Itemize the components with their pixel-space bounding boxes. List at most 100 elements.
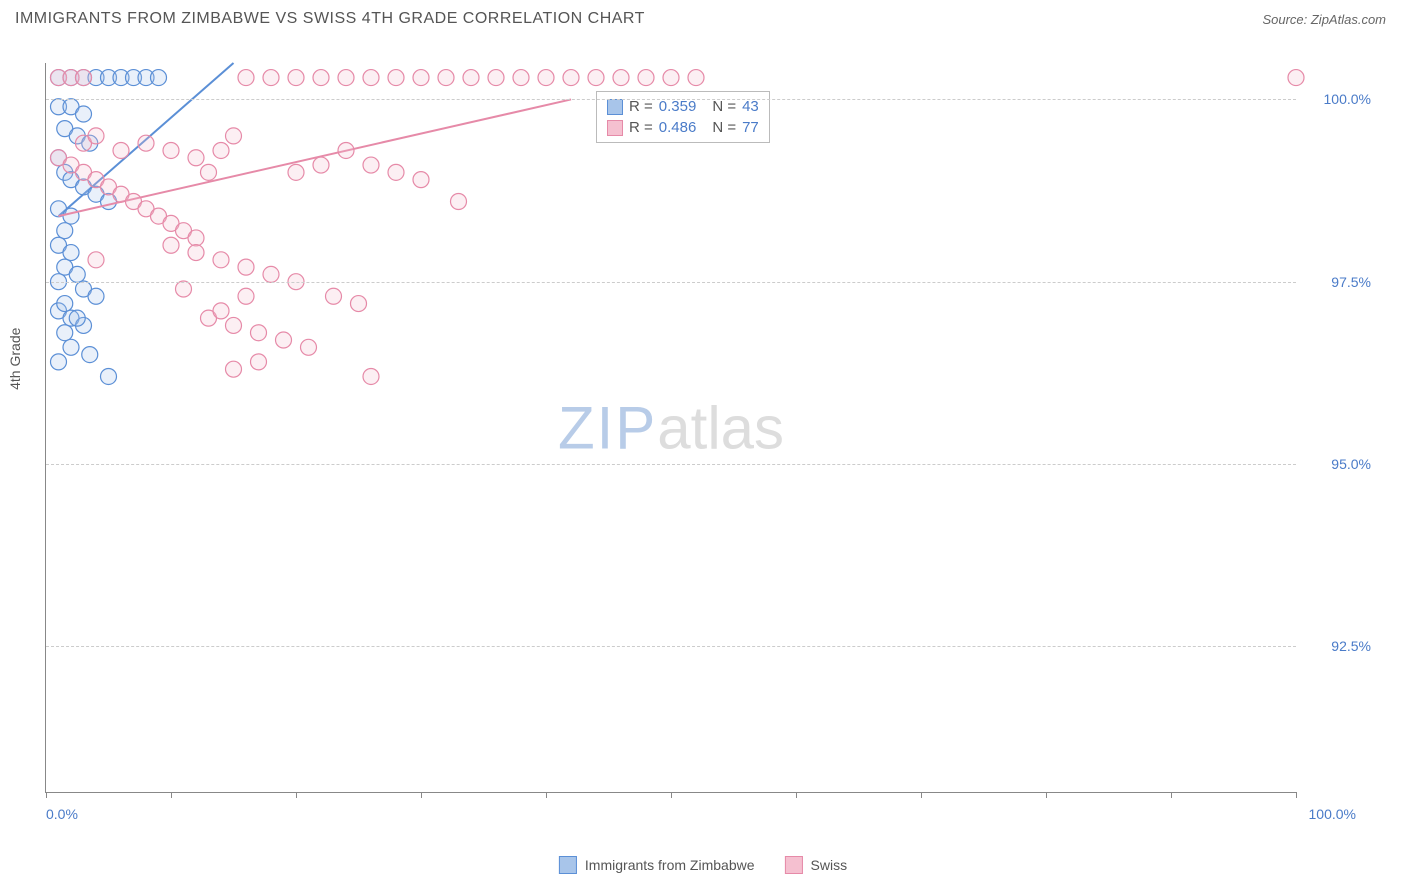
data-point (488, 70, 504, 86)
data-point (663, 70, 679, 86)
data-point (69, 266, 85, 282)
gridline (46, 646, 1296, 647)
x-axis-max-label: 100.0% (1309, 806, 1356, 822)
data-point (388, 70, 404, 86)
data-point (301, 339, 317, 355)
legend: Immigrants from Zimbabwe Swiss (559, 856, 847, 874)
x-tick (1171, 792, 1172, 798)
data-point (513, 70, 529, 86)
data-point (57, 223, 73, 239)
data-point (451, 194, 467, 210)
data-point (88, 288, 104, 304)
x-axis-min-label: 0.0% (46, 806, 78, 822)
data-point (438, 70, 454, 86)
data-point (213, 252, 229, 268)
data-point (251, 325, 267, 341)
x-tick (921, 792, 922, 798)
x-tick (1046, 792, 1047, 798)
chart-container: 4th Grade ZIPatlas R =0.359N =43R =0.486… (45, 33, 1386, 793)
data-point (363, 70, 379, 86)
y-axis-title: 4th Grade (7, 328, 23, 390)
data-point (351, 296, 367, 312)
stat-n-value: 77 (742, 119, 759, 136)
data-point (57, 296, 73, 312)
data-point (463, 70, 479, 86)
data-point (313, 70, 329, 86)
data-point (251, 354, 267, 370)
data-point (176, 281, 192, 297)
data-point (201, 164, 217, 180)
data-point (688, 70, 704, 86)
data-point (63, 245, 79, 261)
legend-label: Immigrants from Zimbabwe (585, 857, 755, 873)
x-tick (796, 792, 797, 798)
data-point (326, 288, 342, 304)
gridline (46, 282, 1296, 283)
data-point (163, 237, 179, 253)
x-tick (671, 792, 672, 798)
x-tick (421, 792, 422, 798)
data-point (76, 106, 92, 122)
legend-item: Immigrants from Zimbabwe (559, 856, 755, 874)
legend-label: Swiss (811, 857, 848, 873)
data-point (276, 332, 292, 348)
data-point (138, 135, 154, 151)
legend-item: Swiss (785, 856, 848, 874)
data-point (213, 142, 229, 158)
chart-title: IMMIGRANTS FROM ZIMBABWE VS SWISS 4TH GR… (15, 10, 645, 28)
data-point (226, 128, 242, 144)
data-point (288, 70, 304, 86)
data-point (238, 259, 254, 275)
gridline (46, 99, 1296, 100)
data-point (338, 70, 354, 86)
legend-swatch (559, 856, 577, 874)
data-point (88, 128, 104, 144)
data-point (113, 142, 129, 158)
stat-swatch (607, 120, 623, 136)
y-tick-label: 97.5% (1331, 274, 1371, 290)
data-point (563, 70, 579, 86)
data-point (57, 325, 73, 341)
y-tick-label: 92.5% (1331, 638, 1371, 654)
data-point (163, 142, 179, 158)
data-point (88, 252, 104, 268)
data-point (226, 361, 242, 377)
data-point (69, 310, 85, 326)
stat-r-value: 0.486 (659, 119, 697, 136)
x-tick (171, 792, 172, 798)
chart-source: Source: ZipAtlas.com (1262, 12, 1386, 27)
data-point (82, 347, 98, 363)
x-tick (296, 792, 297, 798)
data-point (613, 70, 629, 86)
stat-n-value: 43 (742, 98, 759, 115)
data-point (101, 368, 117, 384)
stat-r-label: R = (629, 98, 653, 115)
data-point (288, 164, 304, 180)
data-point (388, 164, 404, 180)
data-point (1288, 70, 1304, 86)
stat-n-label: N = (712, 119, 736, 136)
data-point (363, 157, 379, 173)
data-point (76, 70, 92, 86)
data-point (63, 339, 79, 355)
data-point (263, 70, 279, 86)
y-tick-label: 100.0% (1324, 91, 1371, 107)
x-tick (1296, 792, 1297, 798)
stat-swatch (607, 99, 623, 115)
data-point (338, 142, 354, 158)
legend-swatch (785, 856, 803, 874)
data-point (413, 172, 429, 188)
data-point (413, 70, 429, 86)
data-point (63, 208, 79, 224)
gridline (46, 464, 1296, 465)
plot-area: ZIPatlas R =0.359N =43R =0.486N =77 0.0%… (45, 63, 1296, 793)
data-point (638, 70, 654, 86)
data-point (188, 245, 204, 261)
data-point (588, 70, 604, 86)
data-point (51, 354, 67, 370)
data-point (238, 70, 254, 86)
x-tick (546, 792, 547, 798)
stat-n-label: N = (712, 98, 736, 115)
stat-r-value: 0.359 (659, 98, 697, 115)
data-point (226, 317, 242, 333)
